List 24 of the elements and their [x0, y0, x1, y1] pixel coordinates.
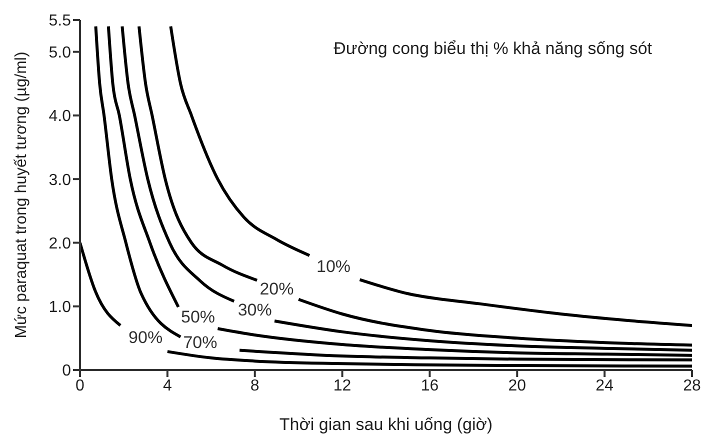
- x-tick-label: 28: [683, 377, 701, 394]
- y-axis-title: Mức paraquat trong huyết tương (µg/ml): [13, 52, 30, 338]
- y-tick-label: 4.0: [48, 108, 72, 126]
- series-label: 90%: [128, 328, 163, 347]
- y-tick-label: 5.0: [48, 44, 72, 62]
- y-tick-label: 1.0: [48, 299, 72, 316]
- y-tick-label: 2.0: [48, 235, 72, 252]
- x-tick-label: 0: [76, 377, 85, 394]
- x-tick-label: 16: [420, 377, 439, 394]
- series-label: 20%: [260, 279, 294, 298]
- series-label: 70%: [183, 333, 218, 352]
- series-label: 10%: [316, 257, 351, 276]
- series-label: 30%: [238, 300, 272, 320]
- x-tick-label: 20: [508, 377, 526, 394]
- x-tick-label: 8: [250, 377, 260, 394]
- y-tick-label: 0: [62, 362, 72, 380]
- x-tick-label: 12: [333, 377, 352, 394]
- x-tick-label: 24: [596, 377, 614, 394]
- x-tick-label: 4: [162, 377, 172, 394]
- y-tick-label: 5.5: [48, 12, 72, 30]
- y-tick-label: 3.0: [48, 172, 72, 189]
- x-axis-title: Thời gian sau khi uống (giờ): [279, 415, 493, 434]
- annotation: Đường cong biểu thị % khả năng sống sót: [334, 39, 652, 58]
- series-label: 50%: [181, 307, 216, 326]
